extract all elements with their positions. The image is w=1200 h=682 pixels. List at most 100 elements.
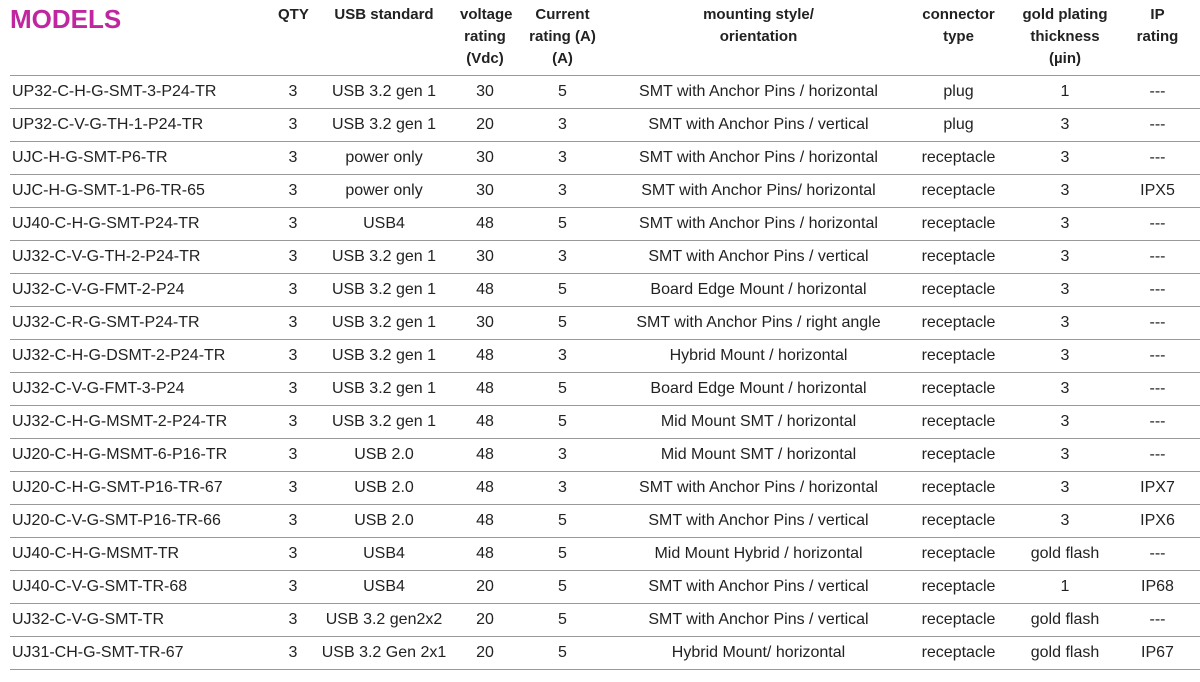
- table-cell: 3: [1015, 174, 1115, 208]
- table-row: UJ20-C-V-G-SMT-P16-TR-66 3 USB 2.0 48 5 SMT w…: [10, 504, 1200, 538]
- table-cell: 48: [460, 504, 510, 538]
- table-cell: 3: [278, 306, 308, 340]
- table-cell: USB 3.2 gen 1: [308, 372, 460, 406]
- table-cell: 48: [460, 207, 510, 241]
- table-cell: SMT with Anchor Pins / vertical: [615, 108, 902, 142]
- table-cell: Mid Mount SMT / horizontal: [615, 438, 902, 472]
- model-cell: UJC-H-G-SMT-1-P6-TR-65: [10, 174, 278, 208]
- table-cell: 3: [510, 108, 615, 142]
- table-cell: IPX6: [1115, 504, 1200, 538]
- table-cell: power only: [308, 174, 460, 208]
- model-cell: UP32-C-H-G-SMT-3-P24-TR: [10, 75, 278, 109]
- table-cell: receptacle: [902, 537, 1015, 571]
- model-cell: UJ32-C-V-G-TH-2-P24-TR: [10, 240, 278, 274]
- column-header: Current rating (A) (A): [510, 0, 615, 76]
- model-cell: UJ20-C-H-G-SMT-P16-TR-67: [10, 471, 278, 505]
- table-cell: receptacle: [902, 603, 1015, 637]
- column-header: QTY: [278, 0, 309, 76]
- table-cell: gold flash: [1015, 603, 1115, 637]
- table-cell: receptacle: [902, 570, 1015, 604]
- model-cell: UJ20-C-H-G-MSMT-6-P16-TR: [10, 438, 278, 472]
- table-row: UJ40-C-H-G-MSMT-TR 3 USB4 48 5 Mid Mount Hybr…: [10, 537, 1200, 571]
- table-row: UP32-C-H-G-SMT-3-P24-TR 3 USB 3.2 gen 1 30 5…: [10, 75, 1200, 109]
- table-row: UJ40-C-H-G-SMT-P24-TR 3 USB4 48 5 SMT with An…: [10, 207, 1200, 241]
- table-cell: ---: [1115, 273, 1200, 307]
- table-cell: ---: [1115, 339, 1200, 373]
- table-row: UJ31-CH-G-SMT-TR-67 3 USB 3.2 Gen 2x1 20 5 Hy…: [10, 636, 1200, 670]
- table-cell: 3: [1015, 306, 1115, 340]
- table-cell: plug: [902, 108, 1015, 142]
- table-cell: gold flash: [1015, 636, 1115, 670]
- table-cell: 5: [510, 75, 615, 109]
- table-body: UP32-C-H-G-SMT-3-P24-TR 3 USB 3.2 gen 1 30 5…: [10, 75, 1200, 670]
- table-cell: 5: [510, 207, 615, 241]
- table-cell: 3: [1015, 372, 1115, 406]
- header-row: MODELS QTY USB standard voltage rating (Vd…: [10, 0, 1200, 76]
- table-cell: 20: [460, 636, 510, 670]
- table-cell: ---: [1115, 75, 1200, 109]
- table-cell: receptacle: [902, 372, 1015, 406]
- table-cell: SMT with Anchor Pins / vertical: [615, 240, 902, 274]
- table-cell: ---: [1115, 207, 1200, 241]
- table-cell: 30: [460, 174, 510, 208]
- table-cell: USB 3.2 gen 1: [308, 75, 460, 109]
- table-cell: 3: [278, 471, 308, 505]
- model-cell: UJ32-C-V-G-FMT-3-P24: [10, 372, 278, 406]
- model-cell: UJ31-CH-G-SMT-TR-67: [10, 636, 278, 670]
- table-cell: SMT with Anchor Pins / horizontal: [615, 141, 902, 175]
- table-cell: receptacle: [902, 174, 1015, 208]
- table-row: UP32-C-V-G-TH-1-P24-TR 3 USB 3.2 gen 1 20 3 S…: [10, 108, 1200, 142]
- model-cell: UJ40-C-H-G-SMT-P24-TR: [10, 207, 278, 241]
- model-cell: UJ40-C-H-G-MSMT-TR: [10, 537, 278, 571]
- table-row: UJ32-C-H-G-DSMT-2-P24-TR 3 USB 3.2 gen 1 48…: [10, 339, 1200, 373]
- table-cell: USB 3.2 Gen 2x1: [308, 636, 460, 670]
- model-cell: UJC-H-G-SMT-P6-TR: [10, 141, 278, 175]
- table-cell: plug: [902, 75, 1015, 109]
- table-cell: 3: [278, 405, 308, 439]
- table-cell: USB 3.2 gen 1: [308, 339, 460, 373]
- column-header: voltage rating (Vdc): [460, 0, 513, 76]
- table-cell: 3: [1015, 207, 1115, 241]
- table-cell: Mid Mount SMT / horizontal: [615, 405, 902, 439]
- table-row: UJ32-C-V-G-SMT-TR 3 USB 3.2 gen2x2 20 5 SMT w…: [10, 603, 1200, 637]
- models-table: MODELS QTY USB standard voltage rating (Vd…: [10, 0, 1200, 670]
- table-cell: 3: [1015, 339, 1115, 373]
- table-cell: ---: [1115, 372, 1200, 406]
- column-header: connector type: [902, 0, 1015, 76]
- table-cell: USB 3.2 gen 1: [308, 273, 460, 307]
- table-cell: receptacle: [902, 438, 1015, 472]
- title: MODELS: [10, 0, 278, 76]
- table-cell: 3: [278, 141, 308, 175]
- table-cell: 5: [510, 372, 615, 406]
- table-cell: 20: [460, 570, 510, 604]
- table-cell: 3: [278, 504, 308, 538]
- table-cell: SMT with Anchor Pins/ horizontal: [615, 174, 902, 208]
- table-cell: 3: [278, 537, 308, 571]
- table-row: UJ40-C-V-G-SMT-TR-68 3 USB4 20 5 SMT with Anc…: [10, 570, 1200, 604]
- table-cell: 3: [278, 108, 308, 142]
- table-cell: ---: [1115, 306, 1200, 340]
- table-cell: 3: [278, 636, 308, 670]
- table-cell: 3: [278, 372, 308, 406]
- table-cell: 5: [510, 636, 615, 670]
- table-cell: 30: [460, 306, 510, 340]
- table-cell: 3: [278, 273, 308, 307]
- table-row: UJC-H-G-SMT-1-P6-TR-65 3 power only 30 3 SMT …: [10, 174, 1200, 208]
- table-cell: 3: [510, 339, 615, 373]
- table-cell: receptacle: [902, 207, 1015, 241]
- model-cell: UP32-C-V-G-TH-1-P24-TR: [10, 108, 278, 142]
- table-cell: receptacle: [902, 306, 1015, 340]
- table-cell: 48: [460, 405, 510, 439]
- table-cell: 3: [510, 240, 615, 274]
- table-cell: SMT with Anchor Pins / right angle: [615, 306, 902, 340]
- table-cell: 3: [1015, 141, 1115, 175]
- table-cell: SMT with Anchor Pins / vertical: [615, 570, 902, 604]
- table-cell: 3: [278, 438, 308, 472]
- table-cell: USB 2.0: [308, 504, 460, 538]
- table-cell: power only: [308, 141, 460, 175]
- table-cell: USB 3.2 gen 1: [308, 306, 460, 340]
- table-cell: 5: [510, 405, 615, 439]
- model-cell: UJ32-C-V-G-SMT-TR: [10, 603, 278, 637]
- column-header: USB standard: [308, 0, 460, 76]
- table-cell: USB 3.2 gen 1: [308, 108, 460, 142]
